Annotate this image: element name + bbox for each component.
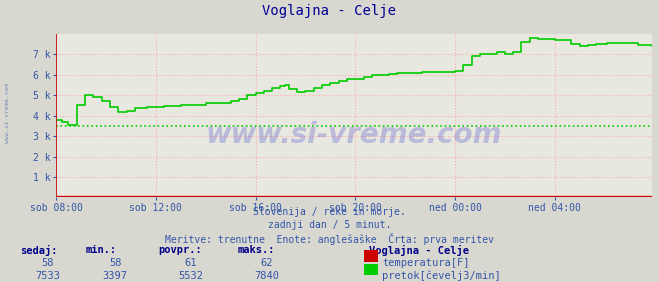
Text: 58: 58 bbox=[109, 258, 121, 268]
Text: 62: 62 bbox=[261, 258, 273, 268]
Text: Voglajna - Celje: Voglajna - Celje bbox=[262, 4, 397, 18]
Text: Voglajna - Celje: Voglajna - Celje bbox=[369, 245, 469, 256]
Text: min.:: min.: bbox=[86, 245, 117, 255]
Text: povpr.:: povpr.: bbox=[158, 245, 202, 255]
Text: temperatura[F]: temperatura[F] bbox=[382, 258, 470, 268]
Text: Slovenija / reke in morje.: Slovenija / reke in morje. bbox=[253, 207, 406, 217]
Text: www.si-vreme.com: www.si-vreme.com bbox=[5, 83, 11, 143]
Text: 3397: 3397 bbox=[103, 271, 128, 281]
Text: Meritve: trenutne  Enote: anglešaške  Črta: prva meritev: Meritve: trenutne Enote: anglešaške Črta… bbox=[165, 233, 494, 245]
Text: 61: 61 bbox=[185, 258, 197, 268]
Text: 7840: 7840 bbox=[254, 271, 279, 281]
Text: www.si-vreme.com: www.si-vreme.com bbox=[206, 121, 502, 149]
Text: 7533: 7533 bbox=[35, 271, 60, 281]
Text: sedaj:: sedaj: bbox=[20, 245, 57, 256]
Text: 5532: 5532 bbox=[179, 271, 204, 281]
Text: maks.:: maks.: bbox=[237, 245, 275, 255]
Text: 58: 58 bbox=[42, 258, 53, 268]
Text: zadnji dan / 5 minut.: zadnji dan / 5 minut. bbox=[268, 220, 391, 230]
Text: pretok[čevelj3/min]: pretok[čevelj3/min] bbox=[382, 271, 501, 281]
